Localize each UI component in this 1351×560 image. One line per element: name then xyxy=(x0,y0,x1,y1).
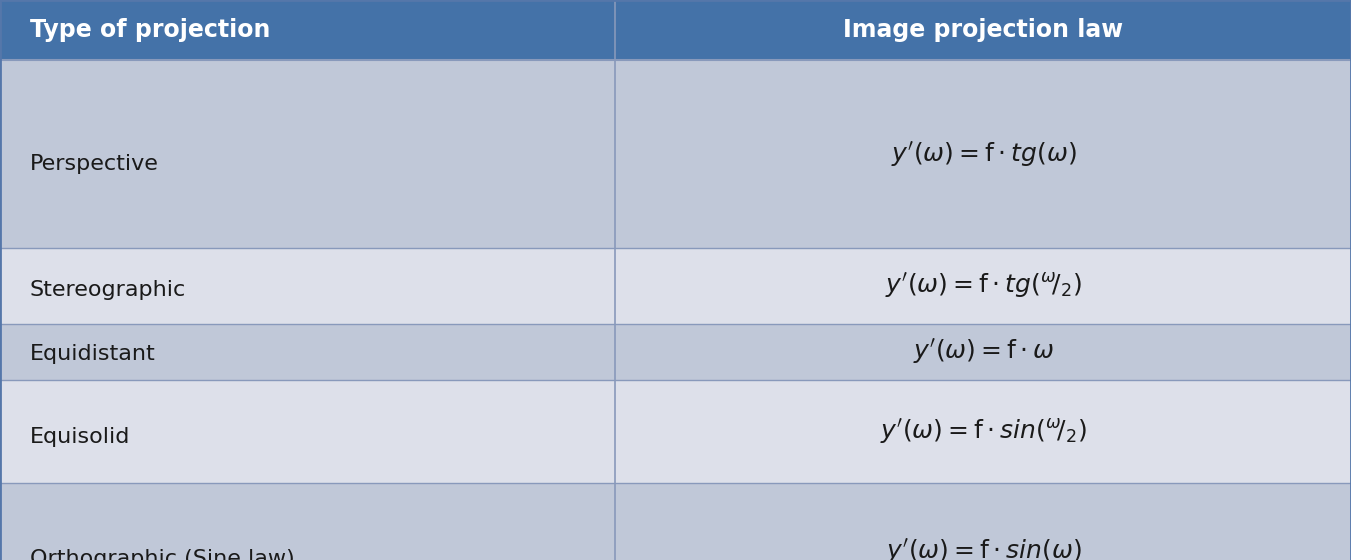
Text: $y'(\omega) = \mathrm{f} \cdot \mathit{tg}(^{\omega}\!/_{2})$: $y'(\omega) = \mathrm{f} \cdot \mathit{t… xyxy=(885,272,1082,300)
Bar xyxy=(0,60,1351,248)
Bar xyxy=(0,380,1351,483)
Text: Orthographic (Sine law): Orthographic (Sine law) xyxy=(30,549,295,560)
Text: $y'(\omega) = \mathrm{f} \cdot \mathit{sin}(\omega)$: $y'(\omega) = \mathrm{f} \cdot \mathit{s… xyxy=(886,538,1081,560)
Text: Image projection law: Image projection law xyxy=(843,18,1124,42)
Bar xyxy=(0,483,1351,560)
Text: $y'(\omega) = \mathrm{f} \cdot \mathit{tg}(\omega)$: $y'(\omega) = \mathrm{f} \cdot \mathit{t… xyxy=(890,140,1077,169)
Bar xyxy=(0,324,1351,380)
Text: $y'(\omega) = \mathrm{f} \cdot \omega$: $y'(\omega) = \mathrm{f} \cdot \omega$ xyxy=(913,337,1054,366)
Text: Equisolid: Equisolid xyxy=(30,427,130,447)
Text: Stereographic: Stereographic xyxy=(30,279,186,300)
Text: Type of projection: Type of projection xyxy=(30,18,270,42)
Text: $y'(\omega) = \mathrm{f} \cdot \mathit{sin}(^{\omega}\!/_{2})$: $y'(\omega) = \mathrm{f} \cdot \mathit{s… xyxy=(880,417,1088,446)
Text: Perspective: Perspective xyxy=(30,153,158,174)
Text: Equidistant: Equidistant xyxy=(30,344,155,365)
Bar xyxy=(0,248,1351,324)
Bar xyxy=(0,0,1351,60)
